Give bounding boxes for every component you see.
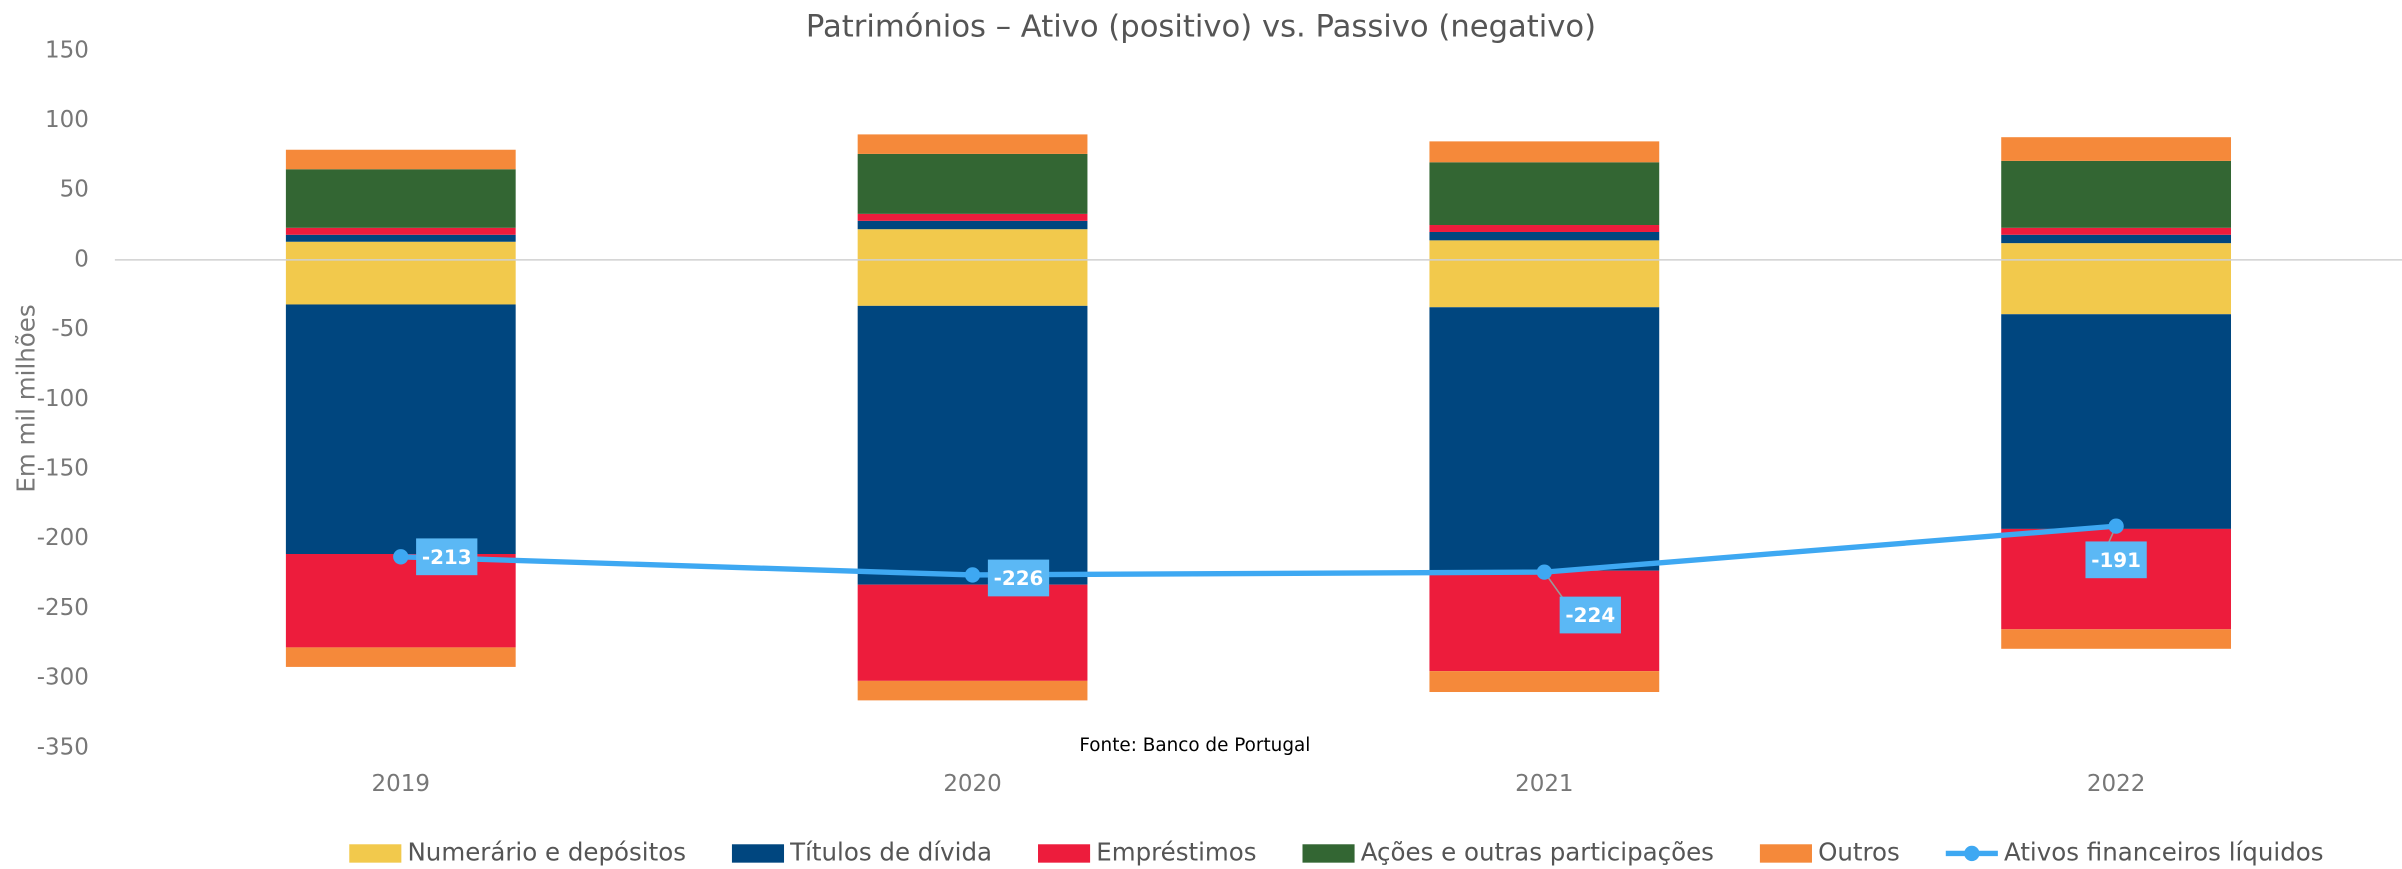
legend-swatch bbox=[1302, 844, 1355, 863]
legend-label: Ativos financeiros líquidos bbox=[2004, 837, 2324, 866]
x-tick-label: 2022 bbox=[2087, 771, 2145, 797]
legend-swatch bbox=[1038, 844, 1091, 863]
y-tick-label: -100 bbox=[37, 386, 89, 412]
y-tick-label: -350 bbox=[37, 734, 89, 760]
bar-segment bbox=[857, 680, 1088, 701]
bar-segment bbox=[857, 305, 1088, 585]
legend-label: Empréstimos bbox=[1096, 837, 1256, 866]
bar-segment bbox=[857, 220, 1088, 230]
y-tick-label: 0 bbox=[74, 246, 89, 272]
bar-segment bbox=[285, 241, 516, 260]
legend-label: Títulos de dívida bbox=[789, 837, 992, 866]
bar-segment bbox=[1429, 231, 1660, 241]
legend-swatch bbox=[1759, 844, 1812, 863]
y-tick-label: -300 bbox=[37, 665, 89, 691]
bar-segment bbox=[2001, 314, 2232, 529]
bar-segment bbox=[285, 149, 516, 170]
bar-segment bbox=[1429, 225, 1660, 232]
y-axis-label: Em mil milhões bbox=[12, 304, 41, 492]
legend-label: Outros bbox=[1818, 837, 1900, 866]
data-label: -191 bbox=[2091, 549, 2141, 572]
line-point bbox=[393, 549, 409, 565]
line-point bbox=[964, 567, 981, 583]
bar-segment bbox=[1429, 671, 1660, 693]
bar-segment bbox=[857, 229, 1088, 260]
bar-segment bbox=[1429, 570, 1660, 672]
bar-segment bbox=[2001, 227, 2232, 235]
data-label: -226 bbox=[994, 567, 1044, 590]
bar-segment bbox=[857, 213, 1088, 221]
bar-segment bbox=[285, 227, 516, 235]
bar-segment bbox=[2001, 629, 2232, 649]
line-point bbox=[1536, 564, 1552, 580]
y-tick-label: -50 bbox=[51, 316, 89, 342]
y-tick-label: -150 bbox=[37, 455, 89, 481]
bar-segment bbox=[1429, 259, 1660, 308]
source-note: Fonte: Banco de Portugal bbox=[1079, 735, 1310, 756]
legend-swatch bbox=[349, 844, 402, 863]
data-label-box bbox=[416, 538, 478, 576]
y-tick-label: 150 bbox=[45, 37, 89, 63]
bar-segment bbox=[285, 554, 516, 648]
x-tick-label: 2019 bbox=[372, 771, 430, 797]
bar-segment bbox=[285, 304, 516, 555]
bar-segment bbox=[285, 647, 516, 667]
bar-segment bbox=[285, 169, 516, 228]
bar-segment bbox=[1429, 240, 1660, 260]
y-tick-label: 100 bbox=[45, 107, 89, 133]
bar-segment bbox=[1429, 307, 1660, 571]
bar-segment bbox=[2001, 160, 2232, 228]
bar-segment bbox=[2001, 243, 2232, 260]
data-label-box bbox=[2085, 541, 2147, 579]
y-tick-label: 50 bbox=[60, 177, 89, 203]
legend-label: Ações e outras participações bbox=[1361, 837, 1714, 866]
legend-swatch bbox=[731, 844, 785, 863]
legend-swatch bbox=[1964, 845, 1980, 862]
bar-segment bbox=[285, 259, 516, 305]
bar-segment bbox=[857, 153, 1088, 214]
x-tick-label: 2021 bbox=[1515, 771, 1573, 797]
bar-segment bbox=[2001, 234, 2232, 244]
y-tick-label: -200 bbox=[37, 525, 89, 551]
data-label: -224 bbox=[1565, 604, 1615, 627]
bar-segment bbox=[2001, 137, 2232, 161]
line bbox=[400, 523, 2117, 578]
line-point bbox=[2108, 518, 2124, 534]
bar-segment bbox=[857, 134, 1088, 154]
bar-segment bbox=[285, 234, 516, 242]
x-tick-label: 2020 bbox=[943, 771, 1001, 797]
bar-segment bbox=[857, 584, 1088, 681]
legend-label: Numerário e depósitos bbox=[407, 837, 686, 866]
bar-segment bbox=[857, 259, 1088, 306]
bar-segment bbox=[2001, 259, 2232, 315]
y-tick-label: -250 bbox=[37, 595, 89, 621]
bar-segment bbox=[1429, 141, 1660, 163]
bar-segment bbox=[1429, 162, 1660, 226]
data-label: -213 bbox=[422, 546, 472, 569]
data-label-box bbox=[1559, 596, 1621, 634]
chart-title: Patrimónios – Ativo (positivo) vs. Passi… bbox=[806, 9, 1596, 44]
data-label-box bbox=[987, 559, 1050, 597]
